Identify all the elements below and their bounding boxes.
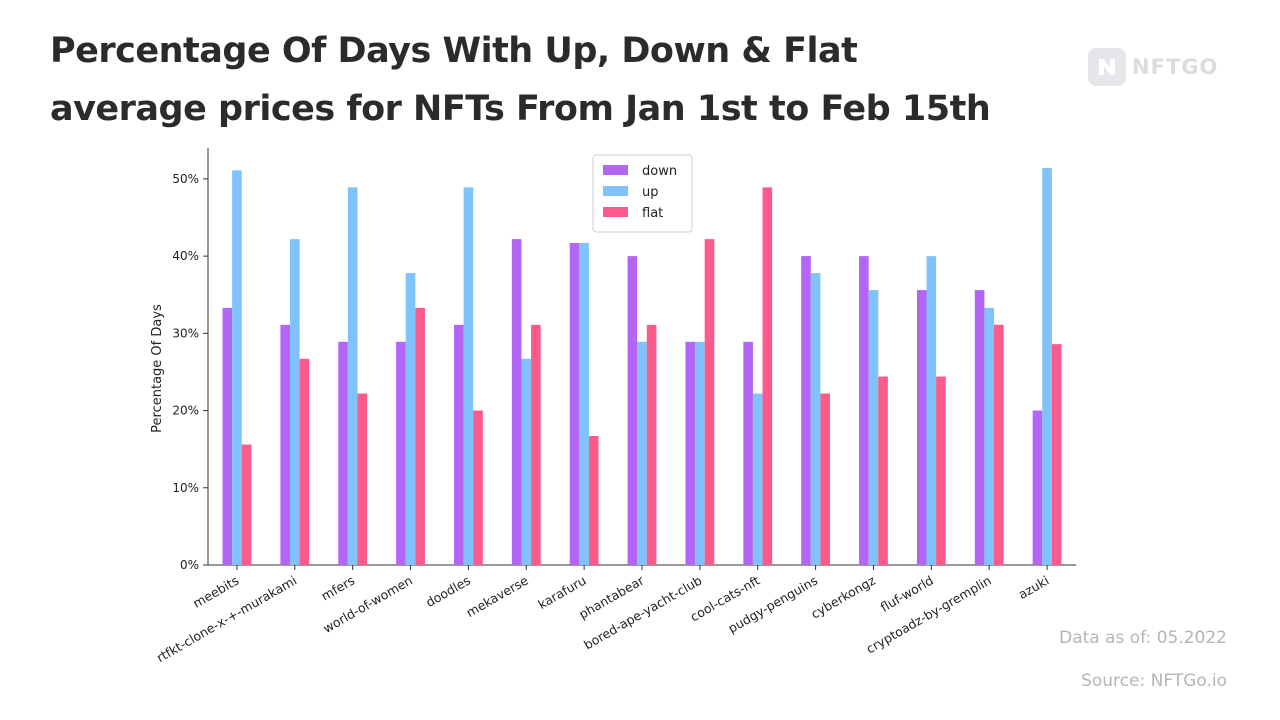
bar-down-meebits [222, 307, 233, 565]
x-tick-label: mekaverse [464, 572, 532, 620]
bar-flat-cyberkongz [878, 376, 888, 565]
legend-label-flat: flat [642, 206, 663, 221]
legend-label-up: up [642, 185, 659, 200]
bar-up-rtfkt-clone-x-murakami [290, 239, 300, 565]
bar-flat-mekaverse [531, 324, 541, 565]
nftgo-logo: NFTGO [1088, 48, 1218, 86]
legend-label-down: down [642, 164, 677, 179]
x-tick-label: cyberkongz [808, 572, 878, 621]
y-tick-label: 0% [180, 558, 199, 572]
bar-up-meebits [232, 170, 242, 565]
x-tick-label: mfers [319, 573, 358, 604]
bar-up-cool-cats-nft [752, 393, 763, 565]
bar-flat-phantabear [646, 324, 657, 565]
bar-up-bored-ape-yacht-club [695, 341, 705, 565]
bar-up-azuki [1042, 168, 1052, 566]
bar-down-doodles [454, 324, 464, 565]
y-tick-label: 20% [172, 404, 199, 418]
bar-up-pudgy-penguins [810, 273, 821, 565]
bar-flat-pudgy-penguins [820, 393, 830, 565]
bar-up-world-of-women [405, 273, 416, 565]
bar-up-mekaverse [521, 358, 532, 565]
chart-title-line-2: average prices for NFTs From Jan 1st to … [50, 89, 991, 129]
bar-flat-cryptoadz-by-gremplin [994, 324, 1004, 565]
y-tick-label: 10% [172, 481, 199, 495]
data-source-note: Source: NFTGo.io [1081, 671, 1227, 691]
y-tick-label: 40% [172, 249, 199, 263]
bar-up-doodles [463, 187, 474, 565]
bar-flat-world-of-women [415, 307, 425, 565]
bar-up-cyberkongz [868, 290, 879, 565]
chart-title-line-1: Percentage Of Days With Up, Down & Flat [50, 31, 858, 71]
bar-up-fluf-world [926, 256, 937, 565]
bar-down-cryptoadz-by-gremplin [974, 290, 985, 565]
bar-down-cool-cats-nft [743, 341, 753, 565]
chart-title: Percentage Of Days With Up, Down & Flat … [50, 22, 1050, 138]
bar-down-azuki [1032, 410, 1043, 565]
bar-down-pudgy-penguins [801, 256, 811, 565]
bar-down-bored-ape-yacht-club [685, 341, 696, 565]
bar-flat-rtfkt-clone-x-murakami [299, 358, 310, 565]
y-axis-label: Percentage Of Days [150, 304, 165, 433]
bar-down-phantabear [627, 256, 638, 565]
brand-name: NFTGO [1132, 55, 1219, 79]
bar-up-phantabear [637, 341, 647, 565]
bar-down-cyberkongz [859, 256, 869, 565]
x-tick-label: azuki [1016, 573, 1052, 602]
legend-swatch-flat [603, 207, 628, 217]
bar-flat-doodles [473, 410, 483, 565]
bar-up-karafuru [579, 242, 589, 565]
bar-down-mekaverse [511, 239, 522, 565]
bar-flat-karafuru [588, 436, 599, 565]
bar-down-mfers [338, 341, 348, 565]
y-tick-label: 50% [172, 172, 199, 186]
bar-up-mfers [347, 187, 358, 565]
bar-flat-meebits [241, 444, 252, 565]
bar-up-cryptoadz-by-gremplin [984, 307, 994, 565]
bar-down-karafuru [569, 242, 580, 565]
bar-flat-azuki [1051, 344, 1062, 565]
bar-down-fluf-world [916, 290, 927, 565]
bar-flat-mfers [357, 393, 368, 565]
legend-swatch-up [603, 186, 628, 196]
bar-flat-bored-ape-yacht-club [704, 239, 715, 565]
bar-flat-cool-cats-nft [762, 187, 773, 565]
bar-down-world-of-women [396, 341, 406, 565]
data-date-note: Data as of: 05.2022 [1059, 628, 1227, 648]
x-tick-label: doodles [423, 573, 473, 610]
legend-swatch-down [603, 165, 628, 175]
bar-down-rtfkt-clone-x-murakami [280, 324, 290, 565]
y-tick-label: 30% [172, 326, 199, 340]
nftgo-logo-icon [1088, 48, 1126, 86]
bar-flat-fluf-world [936, 376, 946, 565]
